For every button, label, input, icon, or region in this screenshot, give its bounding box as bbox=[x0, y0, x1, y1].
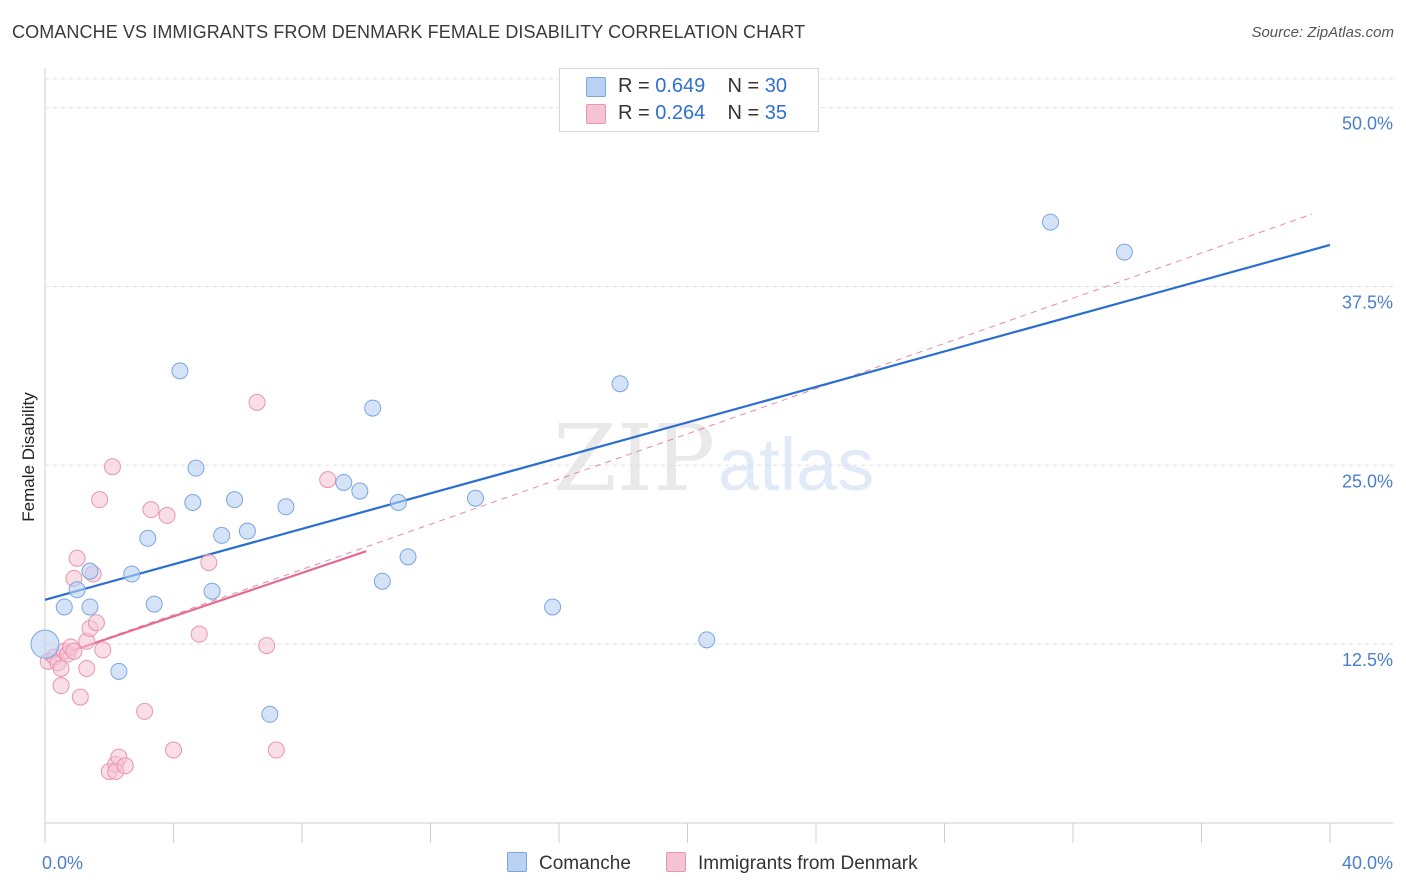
data-points bbox=[30, 213, 1133, 780]
bottom-legend-comanche: Comanche bbox=[507, 852, 631, 875]
bottom-legend-swatch-denmark bbox=[666, 852, 686, 872]
bottom-legend-label-denmark: Immigrants from Denmark bbox=[698, 853, 918, 874]
point-comanche bbox=[698, 631, 716, 649]
bottom-legend-label-comanche: Comanche bbox=[539, 853, 631, 874]
point-denmark bbox=[68, 549, 86, 567]
point-comanche bbox=[1115, 243, 1133, 261]
trend-line-comanche bbox=[44, 243, 1331, 601]
point-comanche bbox=[399, 548, 417, 566]
legend-r-value: 0.264 bbox=[655, 102, 706, 124]
point-denmark bbox=[78, 659, 96, 677]
point-comanche bbox=[81, 562, 99, 580]
point-comanche bbox=[611, 375, 629, 393]
point-denmark bbox=[91, 491, 109, 509]
legend-r-label: R = bbox=[618, 102, 656, 124]
y-tick-label: 25.0% bbox=[1342, 471, 1393, 491]
trend-lines bbox=[44, 213, 1331, 661]
point-comanche bbox=[110, 662, 128, 680]
point-denmark bbox=[87, 614, 105, 632]
point-comanche bbox=[81, 598, 99, 616]
point-comanche bbox=[213, 526, 231, 544]
point-comanche bbox=[351, 482, 369, 500]
point-denmark bbox=[319, 471, 337, 489]
source-credit: Source: ZipAtlas.com bbox=[1251, 24, 1394, 41]
point-comanche bbox=[139, 529, 157, 547]
legend-n-label: N = bbox=[727, 75, 765, 97]
point-comanche bbox=[238, 522, 256, 540]
axes bbox=[44, 68, 1393, 843]
x-tick-label: 0.0% bbox=[42, 853, 83, 873]
chart-title: COMANCHE VS IMMIGRANTS FROM DENMARK FEMA… bbox=[12, 22, 806, 42]
point-denmark bbox=[52, 677, 70, 695]
grid-lines bbox=[45, 78, 1393, 645]
watermark-atlas: atlas bbox=[718, 423, 874, 506]
point-denmark bbox=[103, 458, 121, 476]
point-comanche bbox=[373, 572, 391, 590]
watermark: ZIP atlas bbox=[553, 405, 874, 512]
point-comanche bbox=[364, 399, 382, 417]
point-denmark bbox=[116, 757, 134, 775]
x-tick-label: 40.0% bbox=[1342, 853, 1393, 873]
y-tick-label: 37.5% bbox=[1342, 292, 1393, 312]
point-denmark bbox=[165, 741, 182, 759]
bottom-legend-denmark: Immigrants from Denmark bbox=[666, 852, 918, 875]
point-comanche bbox=[145, 595, 163, 613]
y-tick-label: 12.5% bbox=[1342, 650, 1393, 670]
y-axis-label: Female Disability bbox=[19, 392, 38, 522]
point-comanche bbox=[184, 494, 202, 512]
point-denmark bbox=[94, 641, 112, 659]
legend-n-value: 35 bbox=[764, 102, 788, 124]
correlation-legend: R = 0.649 N = 30 R = 0.264 N = 35 bbox=[559, 68, 819, 132]
point-denmark bbox=[65, 642, 83, 660]
point-denmark bbox=[71, 688, 89, 706]
legend-swatch-denmark bbox=[586, 104, 606, 124]
point-comanche bbox=[203, 582, 221, 600]
legend-r-label: R = bbox=[618, 75, 656, 97]
point-comanche bbox=[277, 498, 295, 516]
legend-r-value: 0.649 bbox=[655, 75, 706, 97]
legend-n-value: 30 bbox=[764, 75, 788, 97]
point-denmark bbox=[158, 506, 176, 524]
point-denmark bbox=[142, 501, 160, 519]
point-comanche bbox=[1042, 213, 1060, 231]
point-comanche bbox=[389, 494, 407, 512]
point-denmark bbox=[190, 625, 208, 643]
point-comanche bbox=[261, 705, 279, 723]
point-comanche bbox=[171, 362, 189, 380]
point-comanche bbox=[226, 491, 244, 509]
trend-line-denmark bbox=[44, 550, 367, 661]
point-comanche bbox=[466, 489, 484, 507]
trend-line-denmark-extended bbox=[44, 213, 1313, 661]
legend-swatch-comanche bbox=[586, 77, 606, 97]
tick-labels: 12.5% 25.0% 37.5% 50.0% 0.0% 40.0% bbox=[42, 114, 1393, 873]
point-denmark bbox=[200, 554, 218, 572]
point-comanche bbox=[335, 473, 353, 491]
point-comanche bbox=[123, 565, 141, 583]
point-comanche bbox=[30, 629, 60, 659]
point-denmark bbox=[136, 702, 154, 720]
point-comanche bbox=[187, 459, 205, 477]
point-denmark bbox=[267, 741, 285, 759]
point-denmark bbox=[248, 393, 266, 411]
point-comanche bbox=[55, 598, 73, 616]
point-denmark bbox=[258, 637, 276, 655]
point-comanche bbox=[544, 598, 562, 616]
point-denmark bbox=[52, 659, 70, 677]
bottom-legend-swatch-comanche bbox=[507, 852, 527, 872]
point-comanche bbox=[68, 581, 86, 599]
legend-n-label: N = bbox=[727, 102, 765, 124]
y-tick-label: 50.0% bbox=[1342, 114, 1393, 134]
